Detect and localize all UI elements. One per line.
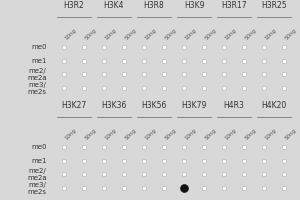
Text: 10ng: 10ng	[104, 27, 117, 41]
Text: 10ng: 10ng	[64, 127, 77, 141]
Text: 10ng: 10ng	[224, 27, 237, 41]
Text: H4R3: H4R3	[224, 102, 244, 110]
Text: 50ng: 50ng	[124, 127, 137, 141]
Text: me0: me0	[31, 144, 46, 150]
Text: 10ng: 10ng	[64, 27, 77, 41]
Text: H4K20: H4K20	[261, 102, 286, 110]
Text: 50ng: 50ng	[284, 127, 297, 141]
Text: me0: me0	[31, 44, 46, 50]
Text: 50ng: 50ng	[84, 27, 98, 41]
Text: H3R17: H3R17	[221, 1, 247, 10]
Text: H3K4: H3K4	[104, 1, 124, 10]
Text: 50ng: 50ng	[244, 27, 257, 41]
Text: 10ng: 10ng	[144, 127, 158, 141]
Text: me3/
me2s: me3/ me2s	[28, 82, 46, 95]
Text: H3R8: H3R8	[144, 1, 164, 10]
Text: 50ng: 50ng	[124, 27, 137, 41]
Text: 50ng: 50ng	[164, 27, 177, 41]
Text: 50ng: 50ng	[204, 127, 218, 141]
Text: H3R2: H3R2	[64, 1, 84, 10]
Text: H3R25: H3R25	[261, 1, 287, 10]
Text: 50ng: 50ng	[244, 127, 257, 141]
Text: me3/
me2s: me3/ me2s	[28, 182, 46, 195]
Text: 10ng: 10ng	[104, 127, 117, 141]
Text: 50ng: 50ng	[84, 127, 98, 141]
Text: me1: me1	[31, 158, 46, 164]
Text: 10ng: 10ng	[264, 27, 278, 41]
Text: 50ng: 50ng	[164, 127, 177, 141]
Text: 50ng: 50ng	[284, 27, 297, 41]
Text: me2/
me2a: me2/ me2a	[27, 68, 46, 81]
Text: 10ng: 10ng	[184, 27, 197, 41]
Text: 50ng: 50ng	[204, 27, 218, 41]
Text: 10ng: 10ng	[184, 127, 197, 141]
Text: me1: me1	[31, 58, 46, 64]
Text: 10ng: 10ng	[224, 127, 237, 141]
Text: H3K36: H3K36	[101, 102, 127, 110]
Text: 10ng: 10ng	[144, 27, 158, 41]
Text: H3K9: H3K9	[184, 1, 204, 10]
Text: H3K27: H3K27	[61, 102, 87, 110]
Text: 10ng: 10ng	[264, 127, 278, 141]
Text: H3K56: H3K56	[141, 102, 167, 110]
Text: H3K79: H3K79	[181, 102, 207, 110]
Text: me2/
me2a: me2/ me2a	[27, 168, 46, 181]
